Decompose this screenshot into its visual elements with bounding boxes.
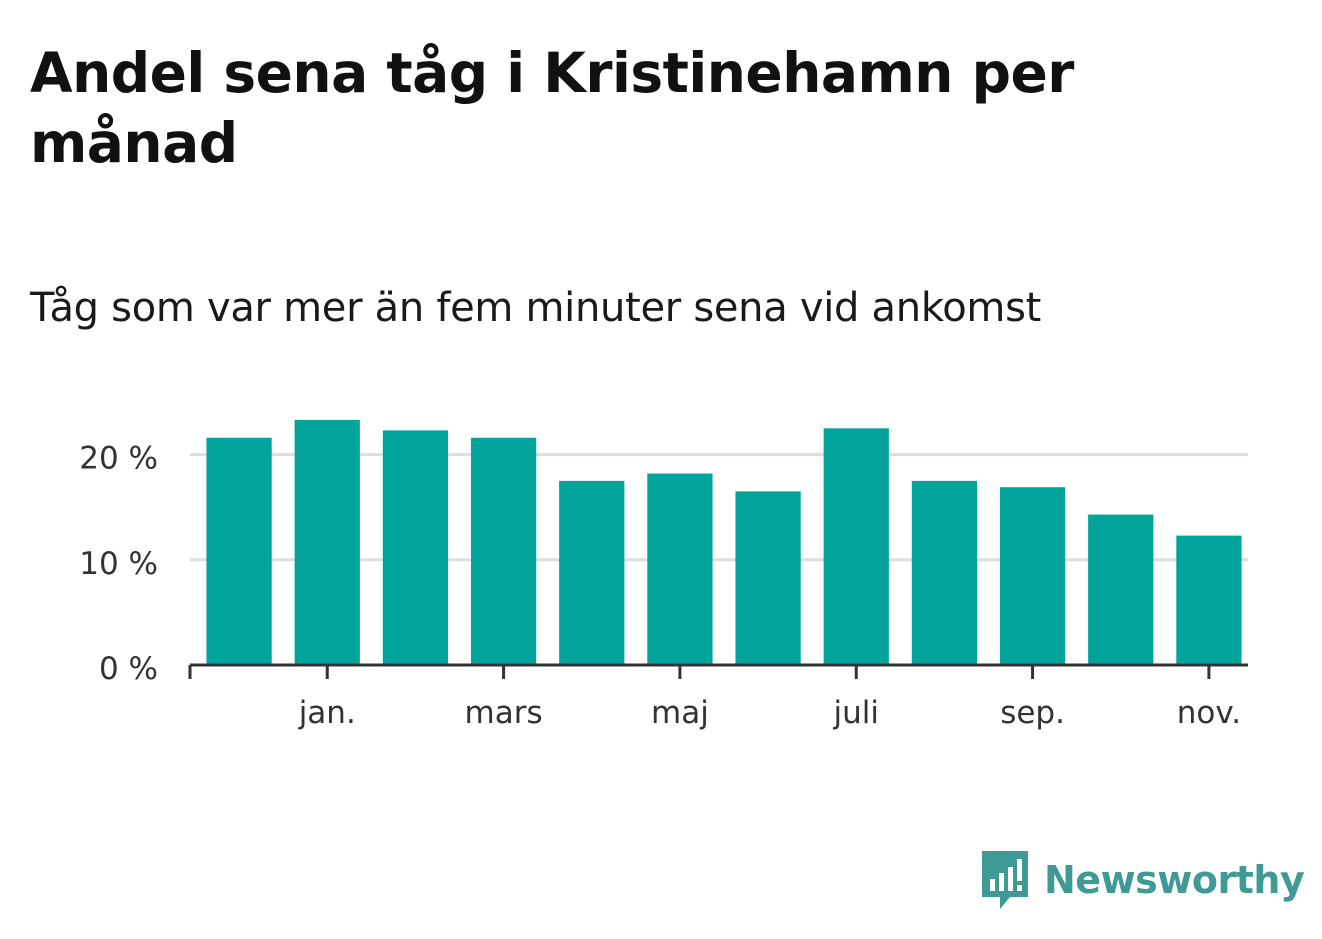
bars	[206, 419, 1242, 665]
bar-feb	[382, 430, 449, 665]
brand-logo: Newsworthy	[980, 848, 1305, 912]
bar-okt	[1088, 514, 1154, 665]
x-tick-label: jan.	[298, 695, 356, 731]
x-axis	[188, 663, 1248, 679]
bar-juli	[823, 428, 889, 665]
gridlines	[190, 453, 1248, 562]
x-tick-label: nov.	[1177, 695, 1241, 731]
brand-name: Newsworthy	[1044, 858, 1305, 902]
x-tick-label: sep.	[1000, 695, 1065, 731]
bar-juni	[735, 491, 801, 665]
y-tick-label: 10 %	[79, 546, 158, 582]
chart-subtitle: Tåg som var mer än fem minuter sena vid …	[30, 285, 1042, 331]
bar-april	[559, 480, 625, 665]
bar-nov	[1176, 535, 1242, 665]
bar-mars	[470, 437, 537, 665]
x-tick-label: juli	[833, 695, 880, 731]
axis-labels: 0 % 10 % 20 % jan. mars maj juli sep. nov.	[79, 441, 1241, 731]
y-tick-label: 20 %	[79, 441, 158, 477]
x-tick-label: mars	[465, 695, 543, 731]
bar-maj	[647, 473, 713, 665]
bar-aug	[911, 480, 978, 665]
y-tick-label: 0 %	[99, 651, 158, 687]
bar-sep	[999, 487, 1066, 665]
chart-title: Andel sena tåg i Kristinehamn per månad	[30, 41, 1074, 175]
newsworthy-logo-icon	[982, 851, 1028, 909]
x-tick-label: maj	[651, 695, 709, 731]
bar-dec	[206, 437, 272, 665]
bar-jan	[294, 419, 360, 665]
